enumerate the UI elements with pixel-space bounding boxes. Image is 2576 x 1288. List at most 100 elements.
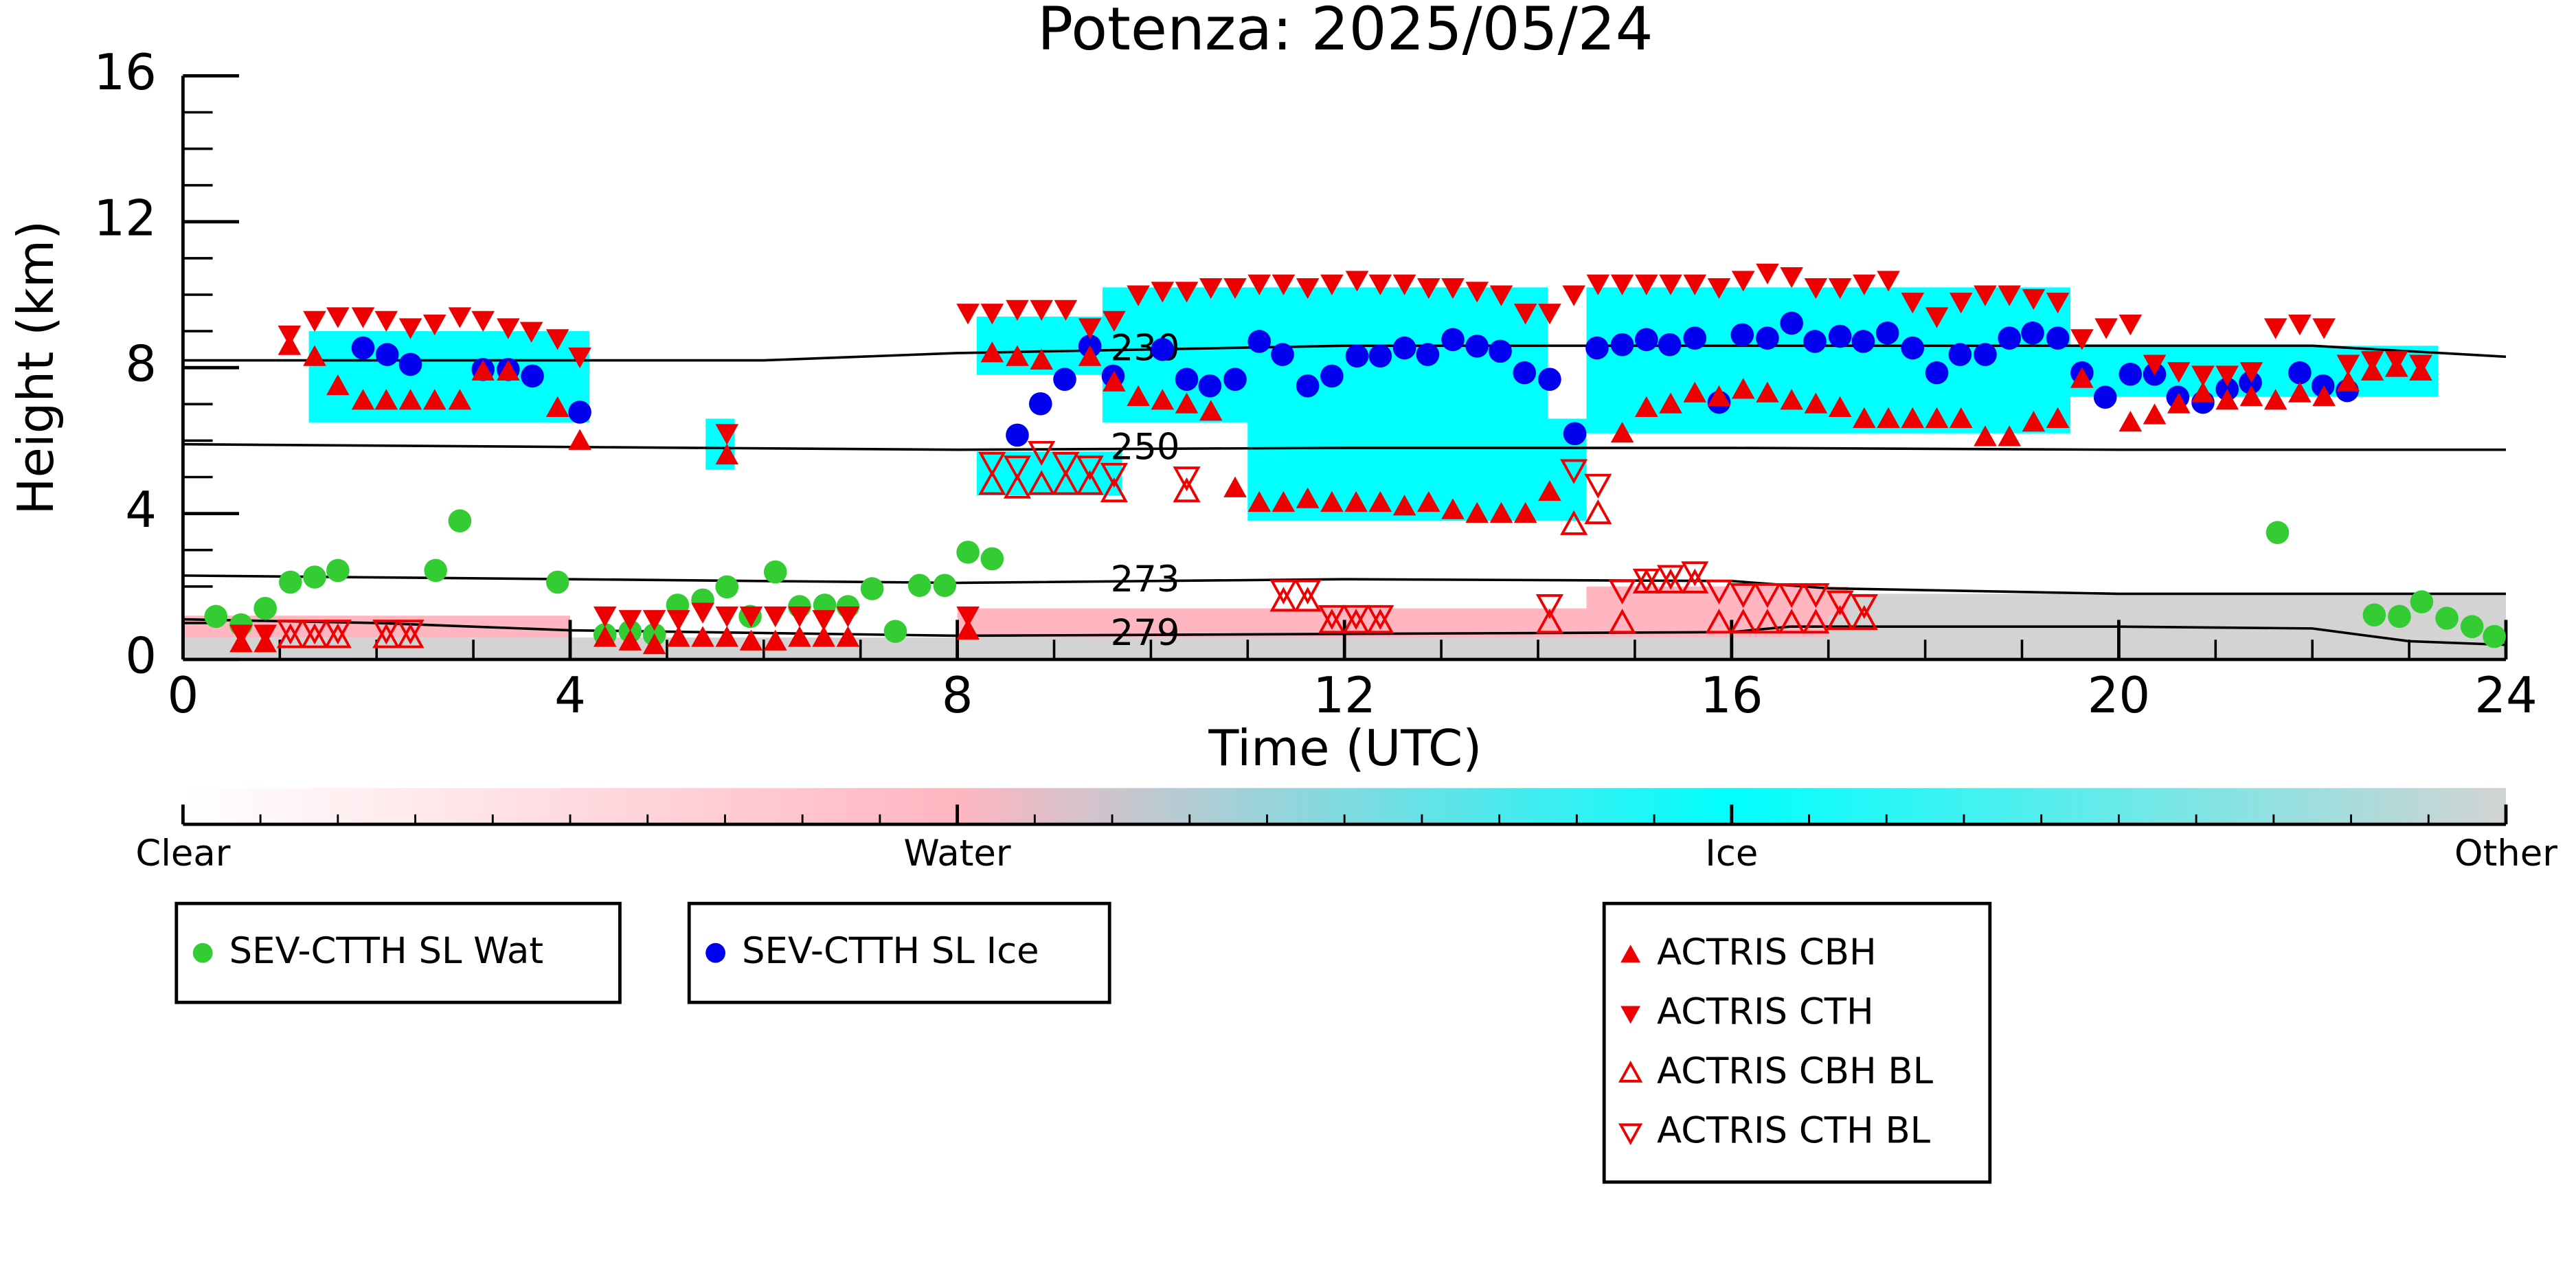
point — [691, 602, 714, 624]
point — [1538, 368, 1561, 391]
y-tick-label: 4 — [125, 481, 157, 539]
point — [1465, 282, 1489, 303]
point — [1925, 361, 1949, 385]
point — [1247, 274, 1272, 295]
point — [326, 558, 350, 583]
point — [1293, 579, 1322, 605]
point — [1175, 282, 1199, 303]
point — [1320, 364, 1344, 388]
point — [1850, 594, 1878, 620]
point — [1513, 304, 1537, 325]
isotherm — [183, 344, 2507, 362]
point — [2384, 351, 2408, 372]
point — [324, 623, 352, 648]
point — [351, 336, 375, 360]
point — [1851, 330, 1875, 353]
y-axis-label: Height (km) — [7, 221, 65, 515]
y-tick-label: 16 — [93, 43, 157, 101]
point — [2312, 318, 2336, 339]
point — [956, 304, 980, 325]
point — [1608, 609, 1636, 634]
point — [471, 310, 495, 332]
chart-title: Potenza: 2025/05/24 — [1037, 0, 1653, 64]
point — [1560, 510, 1588, 535]
point — [667, 626, 690, 647]
point — [1658, 332, 1682, 357]
legend-label: SEV-CTTH SL Wat — [229, 930, 543, 972]
point — [2022, 289, 2046, 310]
point — [1974, 425, 1997, 447]
point — [1585, 336, 1609, 360]
point — [1198, 374, 1222, 398]
point — [1030, 300, 1053, 321]
point — [1489, 285, 1513, 306]
point — [763, 560, 787, 584]
point — [1006, 423, 1029, 447]
y-tick-label: 12 — [93, 189, 157, 247]
x-axis-label: Time (UTC) — [1208, 719, 1482, 777]
point — [1199, 400, 1223, 421]
point — [788, 606, 811, 628]
point — [2143, 354, 2167, 376]
point — [372, 620, 400, 645]
point — [351, 307, 375, 328]
point — [2312, 385, 2336, 407]
point — [2410, 590, 2434, 613]
point — [1465, 501, 1489, 523]
point — [1271, 343, 1294, 366]
legend-marker — [1618, 1061, 1643, 1083]
legend-marker — [1618, 1123, 1643, 1146]
point — [1535, 594, 1563, 620]
point — [1635, 274, 1658, 295]
point — [2167, 392, 2191, 414]
point — [1054, 300, 1078, 321]
point — [980, 341, 1004, 363]
point — [2119, 362, 2143, 386]
point — [303, 565, 326, 589]
point — [2070, 367, 2094, 388]
point — [642, 610, 666, 631]
point — [1683, 326, 1707, 350]
point — [1632, 568, 1660, 594]
point — [1103, 370, 1126, 392]
point — [1535, 609, 1563, 634]
point — [1538, 304, 1561, 325]
point — [618, 629, 642, 651]
point — [2288, 315, 2312, 336]
point — [980, 547, 1004, 571]
point — [545, 396, 569, 418]
point — [1681, 568, 1709, 594]
point — [424, 558, 447, 583]
isotherm-label: 273 — [1111, 558, 1180, 600]
point — [204, 605, 228, 629]
point — [1223, 278, 1247, 300]
point — [1998, 425, 2021, 447]
isotherm — [183, 574, 2506, 596]
point — [2336, 370, 2360, 392]
legend-label: ACTRIS CBH BL — [1657, 1050, 1934, 1092]
point — [715, 424, 739, 445]
point — [2239, 385, 2263, 407]
point — [1028, 470, 1056, 495]
point — [2239, 362, 2263, 383]
point — [1707, 385, 1731, 407]
x-tick-label: 12 — [1313, 666, 1376, 724]
point — [1030, 348, 1053, 370]
point — [1804, 278, 1828, 300]
point — [1345, 344, 1369, 368]
point — [2046, 407, 2070, 428]
point — [2119, 411, 2143, 432]
point — [1608, 579, 1636, 605]
point — [1441, 498, 1465, 519]
point — [1465, 335, 1489, 358]
x-tick-label: 8 — [942, 666, 973, 724]
point — [1318, 605, 1346, 631]
legend-box — [1602, 901, 1992, 1184]
point — [1901, 407, 1925, 428]
point — [519, 321, 543, 343]
legend-marker — [192, 942, 213, 963]
point — [396, 623, 425, 648]
point — [1780, 389, 1803, 410]
x-tick-label: 24 — [2474, 666, 2538, 724]
